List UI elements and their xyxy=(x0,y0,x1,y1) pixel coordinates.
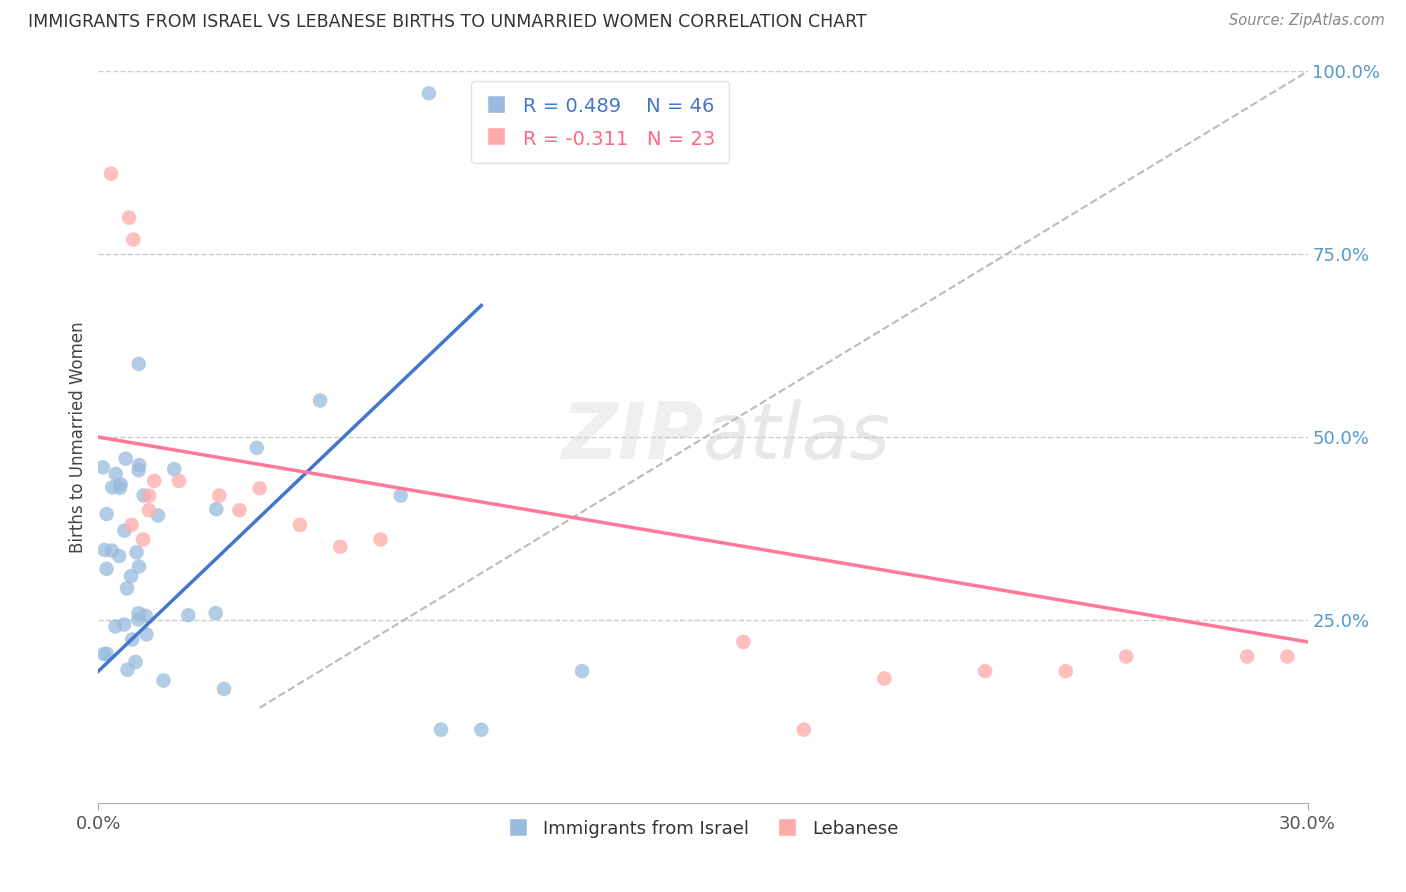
Point xyxy=(121,517,143,532)
Point xyxy=(733,635,755,649)
Point xyxy=(121,632,143,647)
Point xyxy=(96,507,118,521)
Text: atlas: atlas xyxy=(703,399,891,475)
Legend: Immigrants from Israel, Lebanese: Immigrants from Israel, Lebanese xyxy=(501,813,905,845)
Point xyxy=(128,606,150,620)
Point xyxy=(120,569,142,583)
Point xyxy=(127,613,149,627)
Point xyxy=(124,655,146,669)
Point xyxy=(132,488,155,502)
Text: ZIP: ZIP xyxy=(561,399,703,475)
Point xyxy=(114,451,136,466)
Point xyxy=(370,533,392,547)
Point xyxy=(309,393,332,408)
Point xyxy=(143,474,166,488)
Point xyxy=(101,543,124,558)
Point xyxy=(152,673,174,688)
Point xyxy=(1277,649,1299,664)
Point xyxy=(418,87,440,101)
Point xyxy=(115,582,138,596)
Point xyxy=(112,617,135,632)
Point xyxy=(93,647,115,661)
Point xyxy=(118,211,141,225)
Point xyxy=(96,647,118,661)
Point xyxy=(249,481,271,495)
Point xyxy=(177,608,200,623)
Point xyxy=(101,480,124,494)
Point xyxy=(167,474,190,488)
Point xyxy=(93,543,115,558)
Point xyxy=(146,508,169,523)
Point xyxy=(228,503,250,517)
Text: IMMIGRANTS FROM ISRAEL VS LEBANESE BIRTHS TO UNMARRIED WOMEN CORRELATION CHART: IMMIGRANTS FROM ISRAEL VS LEBANESE BIRTH… xyxy=(28,13,868,31)
Point xyxy=(117,663,139,677)
Point xyxy=(1054,664,1077,678)
Point xyxy=(288,517,311,532)
Point xyxy=(571,664,593,678)
Point xyxy=(138,503,160,517)
Point xyxy=(110,477,132,491)
Point xyxy=(163,462,186,476)
Point xyxy=(470,723,492,737)
Point xyxy=(208,489,231,503)
Point xyxy=(329,540,352,554)
Point xyxy=(100,167,122,181)
Point xyxy=(430,723,453,737)
Point xyxy=(128,463,150,477)
Point xyxy=(128,559,150,574)
Point xyxy=(112,524,135,538)
Point xyxy=(135,608,157,623)
Point xyxy=(128,458,150,472)
Point xyxy=(91,460,114,475)
Point xyxy=(138,489,160,503)
Point xyxy=(793,723,815,737)
Point xyxy=(204,606,226,620)
Point xyxy=(389,489,412,503)
Point xyxy=(125,545,148,559)
Point xyxy=(122,233,145,247)
Point xyxy=(1115,649,1137,664)
Point xyxy=(205,502,228,516)
Point xyxy=(212,681,235,696)
Point xyxy=(96,562,118,576)
Point xyxy=(108,481,131,495)
Point xyxy=(246,441,269,455)
Text: Source: ZipAtlas.com: Source: ZipAtlas.com xyxy=(1229,13,1385,29)
Point xyxy=(104,467,127,481)
Point xyxy=(104,619,127,633)
Point xyxy=(1236,649,1258,664)
Point xyxy=(974,664,997,678)
Point xyxy=(132,533,155,547)
Y-axis label: Births to Unmarried Women: Births to Unmarried Women xyxy=(69,321,87,553)
Point xyxy=(135,627,157,641)
Point xyxy=(873,672,896,686)
Point xyxy=(128,357,150,371)
Point xyxy=(108,549,131,563)
